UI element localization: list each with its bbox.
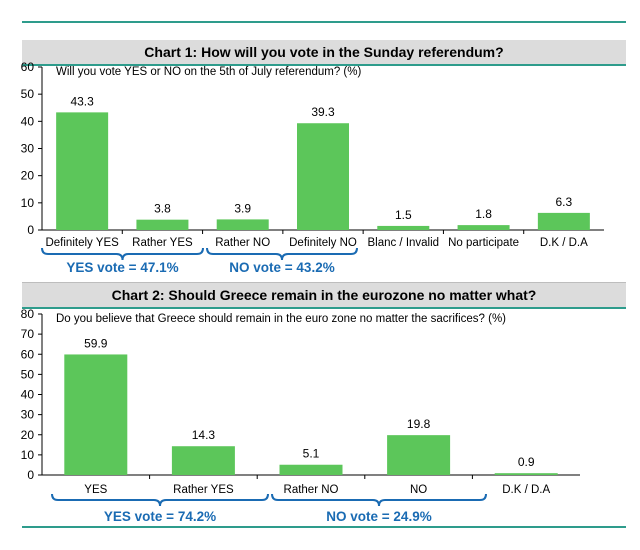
y-tick-label: 40 xyxy=(21,388,35,402)
chart1-title-underline xyxy=(22,64,626,66)
bar-1 xyxy=(64,354,128,475)
y-tick-label: 60 xyxy=(21,347,35,361)
y-tick-label: 10 xyxy=(21,196,35,210)
bar-2 xyxy=(171,446,235,475)
bar-2 xyxy=(136,219,189,230)
vote-total-2: NO vote = 24.9% xyxy=(326,509,431,524)
chart1-title: Chart 1: How will you vote in the Sunday… xyxy=(22,40,626,64)
category-label-2: Rather YES xyxy=(173,484,234,496)
category-label-3: Rather NO xyxy=(215,237,270,249)
data-label-5: 1.5 xyxy=(395,208,412,222)
y-tick-label: 40 xyxy=(21,114,35,128)
chart2-title: Chart 2: Should Greece remain in the eur… xyxy=(22,283,626,307)
data-label-3: 5.1 xyxy=(303,447,320,461)
vote-total-1: YES vote = 74.2% xyxy=(104,509,216,524)
chart2: Do you believe that Greece should remain… xyxy=(21,307,580,524)
y-tick-label: 80 xyxy=(21,307,35,321)
category-label-3: Rather NO xyxy=(284,484,339,496)
chart-divider xyxy=(22,282,626,283)
category-label-5: Blanc / Invalid xyxy=(367,237,439,249)
chart1-subtitle: Will you vote YES or NO on the 5th of Ju… xyxy=(56,66,361,78)
bracket-2 xyxy=(206,247,358,261)
y-tick-label: 30 xyxy=(21,142,35,156)
category-label-4: NO xyxy=(410,484,427,496)
category-label-4: Definitely NO xyxy=(289,237,357,249)
vote-total-2: NO vote = 43.2% xyxy=(229,260,334,275)
y-tick-label: 20 xyxy=(21,169,35,183)
chart1: Will you vote YES or NO on the 5th of Ju… xyxy=(21,60,604,275)
bar-7 xyxy=(537,212,590,230)
data-label-5: 0.9 xyxy=(518,455,535,469)
y-tick-label: 0 xyxy=(27,223,34,237)
top-accent-line xyxy=(22,21,626,23)
y-tick-label: 0 xyxy=(27,468,34,482)
chart2-subtitle: Do you believe that Greece should remain… xyxy=(56,313,506,325)
bar-3 xyxy=(216,219,269,230)
bar-5 xyxy=(494,473,558,475)
category-label-2: Rather YES xyxy=(132,237,193,249)
data-label-7: 6.3 xyxy=(556,195,573,209)
bar-5 xyxy=(377,225,430,230)
y-tick-label: 60 xyxy=(21,60,35,74)
bracket-2 xyxy=(271,493,487,507)
bar-3 xyxy=(279,464,343,475)
bar-1 xyxy=(56,112,109,230)
category-label-5: D.K / D.A xyxy=(502,484,550,496)
data-label-3: 3.9 xyxy=(234,201,251,215)
bar-6 xyxy=(457,225,510,230)
bar-4 xyxy=(297,123,349,230)
vote-total-1: YES vote = 47.1% xyxy=(66,260,178,275)
y-tick-label: 20 xyxy=(21,428,35,442)
data-label-4: 39.3 xyxy=(311,105,335,119)
category-label-1: Definitely YES xyxy=(45,237,119,249)
data-label-2: 14.3 xyxy=(192,428,216,442)
bracket-1 xyxy=(51,493,269,507)
data-label-1: 59.9 xyxy=(84,336,108,350)
y-tick-label: 70 xyxy=(21,327,35,341)
chart2-title-underline xyxy=(22,307,626,309)
category-label-6: No participate xyxy=(448,237,519,249)
y-tick-label: 50 xyxy=(21,367,35,381)
data-label-2: 3.8 xyxy=(154,202,171,216)
bar-4 xyxy=(387,435,451,475)
category-label-1: YES xyxy=(84,484,107,496)
y-tick-label: 10 xyxy=(21,448,35,462)
y-tick-label: 50 xyxy=(21,87,35,101)
data-label-6: 1.8 xyxy=(475,207,492,221)
data-label-1: 43.3 xyxy=(70,94,94,108)
category-label-7: D.K / D.A xyxy=(540,237,588,249)
bracket-1 xyxy=(41,247,204,261)
bottom-accent-line xyxy=(22,526,626,528)
data-label-4: 19.8 xyxy=(407,417,431,431)
y-tick-label: 30 xyxy=(21,408,35,422)
